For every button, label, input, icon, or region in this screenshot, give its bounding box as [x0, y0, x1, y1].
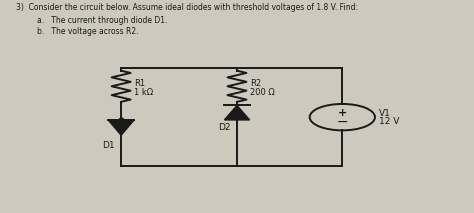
Text: 200 Ω: 200 Ω	[250, 88, 275, 97]
Text: R2: R2	[250, 79, 261, 88]
Text: R1: R1	[134, 79, 146, 88]
Text: −: −	[337, 115, 348, 129]
Text: a.   The current through diode D1.: a. The current through diode D1.	[37, 16, 167, 25]
Text: 12 V: 12 V	[379, 117, 400, 126]
Text: 1 kΩ: 1 kΩ	[134, 88, 154, 97]
Text: +: +	[337, 108, 347, 118]
Text: D2: D2	[218, 123, 231, 132]
Text: D1: D1	[102, 141, 115, 150]
Polygon shape	[109, 120, 134, 135]
Text: 3)  Consider the circuit below. Assume ideal diodes with threshold voltages of 1: 3) Consider the circuit below. Assume id…	[16, 3, 358, 12]
Text: b.   The voltage across R2.: b. The voltage across R2.	[37, 27, 138, 36]
Polygon shape	[224, 105, 250, 120]
Text: V1: V1	[379, 109, 391, 118]
